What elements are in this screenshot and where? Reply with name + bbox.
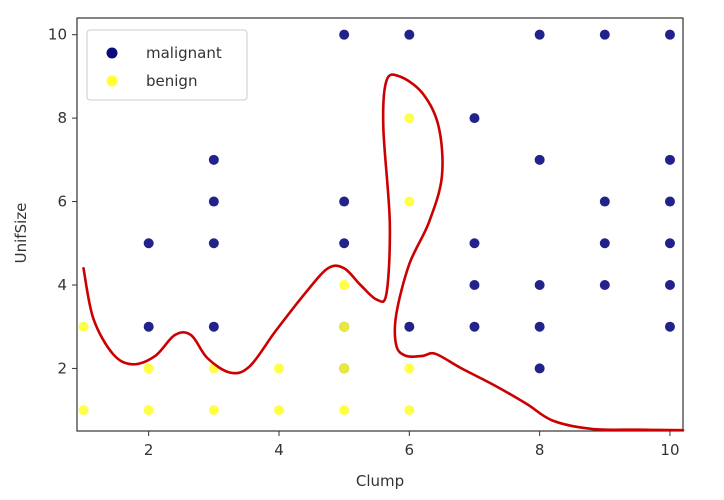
data-point-malignant — [534, 154, 545, 165]
data-point-benign — [274, 405, 284, 416]
data-point-benign — [339, 405, 350, 416]
decision-boundary-line — [82, 73, 685, 432]
y-tick-label: 10 — [48, 26, 67, 44]
data-point-malignant — [664, 196, 675, 207]
x-tick-label: 6 — [405, 441, 415, 459]
y-tick-label: 4 — [57, 276, 67, 294]
data-point-malignant — [208, 196, 219, 207]
data-point-malignant — [469, 238, 480, 249]
data-point-malignant — [664, 154, 675, 165]
data-point-malignant — [143, 238, 154, 249]
y-tick-label: 2 — [57, 359, 67, 377]
data-point-benign — [78, 321, 89, 332]
data-point-malignant — [208, 238, 219, 249]
data-point-benign — [339, 363, 350, 374]
data-point-malignant — [664, 321, 675, 332]
data-point-malignant — [664, 29, 675, 40]
data-point-malignant — [664, 279, 675, 290]
y-tick-label: 8 — [57, 109, 67, 127]
legend-label-benign: benign — [146, 72, 197, 90]
x-tick-label: 8 — [535, 441, 545, 459]
data-point-benign — [143, 363, 154, 374]
data-points — [78, 29, 675, 416]
data-point-malignant — [469, 113, 480, 124]
legend-marker-benign — [106, 75, 118, 87]
data-point-malignant — [534, 363, 545, 374]
data-point-malignant — [404, 29, 415, 40]
data-point-benign — [404, 363, 415, 374]
y-tick-label: 6 — [57, 193, 67, 211]
x-tick-label: 10 — [660, 441, 679, 459]
data-point-malignant — [339, 196, 350, 207]
data-point-malignant — [599, 196, 610, 207]
data-point-malignant — [339, 238, 350, 249]
legend-box — [86, 29, 248, 101]
data-point-malignant — [208, 154, 219, 165]
data-point-benign — [143, 405, 154, 416]
data-point-malignant — [599, 29, 610, 40]
data-point-malignant — [599, 279, 610, 290]
data-point-malignant — [534, 29, 545, 40]
data-point-malignant — [143, 321, 154, 332]
y-axis-ticks: 2 4 6 8 10 — [48, 26, 77, 377]
data-point-malignant — [339, 29, 350, 40]
x-axis-ticks: 2 4 6 8 10 — [144, 431, 680, 459]
data-point-malignant — [208, 321, 219, 332]
data-point-malignant — [534, 321, 545, 332]
x-axis-title: Clump — [356, 472, 404, 490]
data-point-benign — [339, 321, 350, 332]
y-axis-title: UnifSize — [12, 203, 30, 264]
data-point-benign — [339, 279, 350, 290]
x-tick-label: 4 — [274, 441, 284, 459]
legend-marker-malignant — [106, 47, 118, 59]
data-point-benign — [404, 113, 415, 124]
data-point-malignant — [469, 321, 480, 332]
data-point-malignant — [404, 321, 415, 332]
legend-label-malignant: malignant — [146, 44, 222, 62]
data-point-malignant — [599, 238, 610, 249]
x-tick-label: 2 — [144, 441, 154, 459]
data-point-benign — [404, 196, 415, 207]
legend: malignant benign — [86, 29, 248, 101]
data-point-benign — [208, 405, 219, 416]
data-point-benign — [274, 363, 284, 374]
data-point-malignant — [469, 279, 480, 290]
data-point-malignant — [664, 238, 675, 249]
data-point-benign — [404, 405, 415, 416]
data-point-malignant — [534, 279, 545, 290]
data-point-benign — [78, 405, 89, 416]
